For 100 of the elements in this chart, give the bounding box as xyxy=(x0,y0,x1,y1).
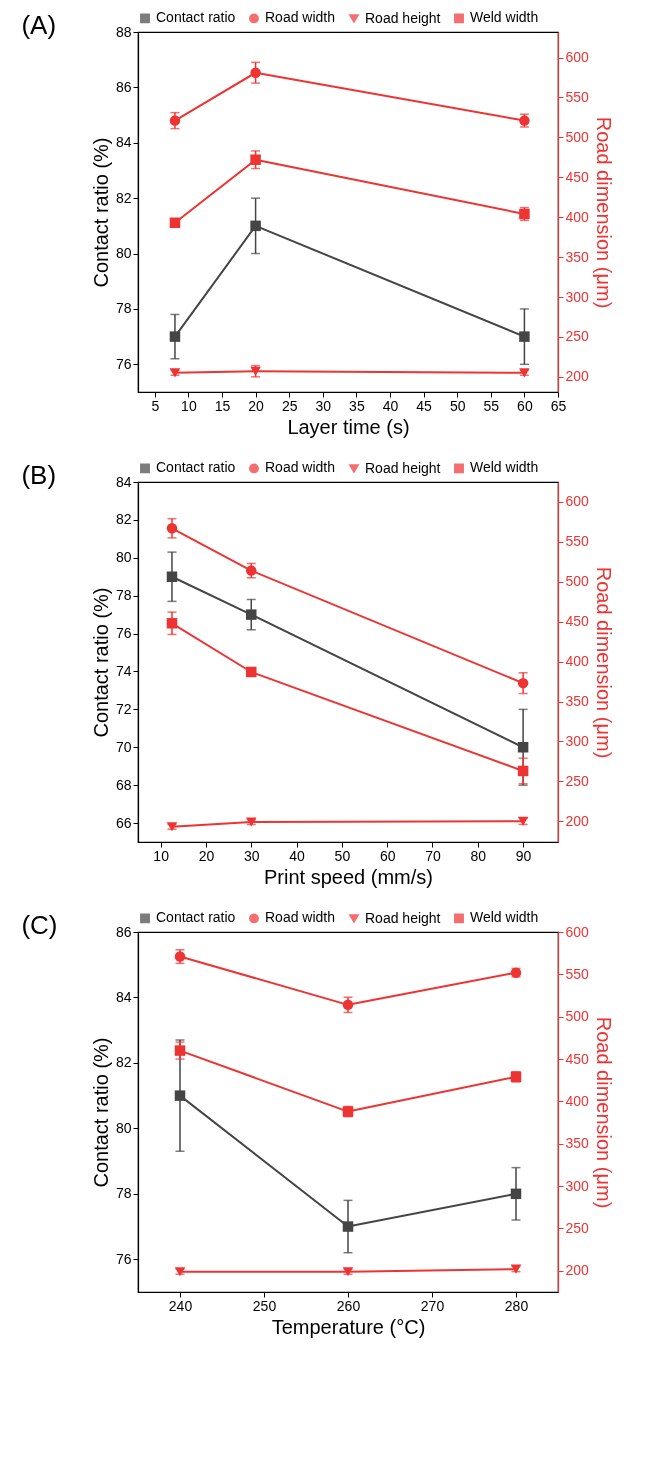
y2-tick-label: 250 xyxy=(565,1219,590,1236)
y2-tick-label: 550 xyxy=(565,965,590,982)
y-tick-label: 78 xyxy=(115,1185,132,1202)
legend-label: Weld width xyxy=(470,9,539,26)
point xyxy=(250,67,261,78)
point xyxy=(169,217,181,229)
y2-tick-label: 300 xyxy=(565,1177,590,1194)
point xyxy=(169,115,181,126)
y-tick-label: 76 xyxy=(115,355,132,372)
x-tick-label: 10 xyxy=(181,397,197,414)
point xyxy=(517,765,529,777)
y2-tick-label: 300 xyxy=(565,732,590,749)
point xyxy=(250,154,261,165)
x-tick-label: 60 xyxy=(517,397,533,414)
y2-tick-label: 500 xyxy=(565,573,590,590)
x-axis-title: Print speed (mm/s) xyxy=(264,865,433,888)
y2-tick-label: 550 xyxy=(565,533,590,550)
x-tick-label: 10 xyxy=(153,847,170,864)
point xyxy=(342,1221,354,1232)
y-tick-label: 82 xyxy=(115,1054,132,1071)
point xyxy=(166,618,178,629)
y-axis-title: Contact ratio (%) xyxy=(89,587,112,738)
x-tick-label: 30 xyxy=(243,847,260,864)
x-tick-label: 240 xyxy=(168,1297,193,1314)
y-tick-label: 76 xyxy=(115,625,132,642)
point xyxy=(517,677,529,689)
x-tick-label: 30 xyxy=(315,397,332,414)
x-tick-label: 65 xyxy=(550,397,567,414)
y2-tick-label: 250 xyxy=(565,328,590,345)
y2-tick-label: 600 xyxy=(565,49,590,66)
y2-axis-title: Road dimension (μm) xyxy=(592,566,615,759)
y2-tick-label: 500 xyxy=(565,1008,590,1025)
y2-tick-label: 450 xyxy=(565,168,590,185)
x-tick-label: 90 xyxy=(515,847,532,864)
y-axis-title: Contact ratio (%) xyxy=(89,1037,112,1188)
y2-tick-label: 200 xyxy=(565,812,590,829)
x-tick-label: 270 xyxy=(420,1297,445,1314)
y-tick-label: 74 xyxy=(115,662,132,679)
y-tick-label: 78 xyxy=(115,587,132,604)
y2-tick-label: 550 xyxy=(565,88,590,105)
y2-tick-label: 450 xyxy=(565,613,590,630)
y-tick-label: 84 xyxy=(115,473,132,490)
y-tick-label: 82 xyxy=(115,189,132,206)
x-tick-label: 40 xyxy=(382,397,399,414)
x-tick-label: 60 xyxy=(379,847,396,864)
x-tick-label: 70 xyxy=(425,847,441,864)
y2-tick-label: 600 xyxy=(565,493,590,510)
chart-title: (B) xyxy=(21,460,57,490)
point xyxy=(166,571,178,582)
legend-label: Contact ratio xyxy=(156,9,236,26)
y-tick-label: 78 xyxy=(115,300,132,317)
y2-tick-label: 300 xyxy=(565,288,590,305)
x-tick-label: 20 xyxy=(248,397,265,414)
point xyxy=(166,523,178,534)
chart-title: (C) xyxy=(21,910,58,940)
y2-tick-label: 400 xyxy=(565,653,590,670)
y-tick-label: 68 xyxy=(115,776,132,793)
x-tick-label: 50 xyxy=(449,397,466,414)
y-axis-title: Contact ratio (%) xyxy=(89,137,112,288)
y2-axis-title: Road dimension (μm) xyxy=(592,1016,615,1209)
y2-tick-label: 400 xyxy=(565,208,590,225)
y-tick-label: 80 xyxy=(115,1119,132,1136)
y-tick-label: 70 xyxy=(115,738,132,755)
chart-title: (A) xyxy=(21,10,57,40)
y-tick-label: 82 xyxy=(115,511,132,528)
x-tick-label: 15 xyxy=(214,397,231,414)
y2-axis-title: Road dimension (μm) xyxy=(592,116,615,309)
y-tick-label: 86 xyxy=(115,923,132,940)
point xyxy=(246,609,257,620)
x-tick-label: 35 xyxy=(349,397,365,414)
x-tick-label: 280 xyxy=(504,1297,529,1314)
x-axis-title: Layer time (s) xyxy=(287,415,410,438)
y2-tick-label: 200 xyxy=(565,368,590,385)
x-tick-label: 40 xyxy=(289,847,306,864)
y-tick-label: 84 xyxy=(115,134,132,151)
legend-label: Contact ratio xyxy=(156,459,236,476)
y-tick-label: 88 xyxy=(115,23,132,40)
x-tick-label: 45 xyxy=(416,397,433,414)
y2-tick-label: 350 xyxy=(565,248,590,265)
y2-tick-label: 400 xyxy=(565,1092,590,1109)
legend-label: Weld width xyxy=(470,909,539,926)
y-tick-label: 76 xyxy=(115,1250,132,1267)
legend-label: Contact ratio xyxy=(156,909,236,926)
y-tick-label: 80 xyxy=(115,245,132,262)
y2-tick-label: 200 xyxy=(565,1262,590,1279)
y2-tick-label: 500 xyxy=(565,128,590,145)
legend-label: Road height xyxy=(365,9,441,26)
point xyxy=(174,1090,186,1101)
x-tick-label: 80 xyxy=(470,847,487,864)
x-tick-label: 25 xyxy=(281,397,298,414)
x-tick-label: 250 xyxy=(252,1297,277,1314)
y-tick-label: 66 xyxy=(115,814,132,831)
y2-tick-label: 350 xyxy=(565,693,590,710)
y2-tick-label: 350 xyxy=(565,1135,590,1152)
legend-label: Road width xyxy=(265,459,336,476)
legend-label: Road height xyxy=(365,459,441,476)
legend-label: Road width xyxy=(265,9,336,26)
point xyxy=(510,1188,522,1200)
legend-label: Weld width xyxy=(470,459,539,476)
point xyxy=(246,666,257,678)
